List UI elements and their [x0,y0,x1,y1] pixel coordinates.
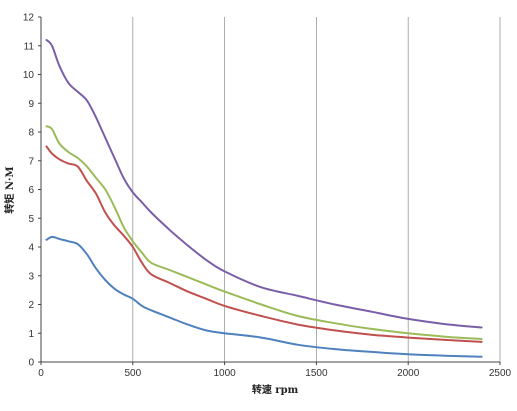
y-tick-label: 6 [28,185,34,196]
y-tick-label: 8 [28,128,34,139]
x-tick-label: 1500 [305,368,328,379]
series-line-4 [45,235,483,358]
y-tick-label: 9 [28,99,34,110]
x-tick-labels: 0 500 1000 1500 2000 2500 [38,368,511,379]
y-tick-label: 12 [23,13,35,24]
x-tick-label: 2000 [397,368,420,379]
y-axis-title: 转矩 N·M [3,166,16,213]
x-tick-label: 2500 [489,368,512,379]
y-tick-label: 7 [28,156,34,167]
y-tick-label: 10 [23,70,35,81]
grid-lines [132,17,501,362]
series-line-3 [45,145,483,343]
y-tick-label: 0 [28,358,34,369]
x-tick-label: 500 [124,368,141,379]
y-tick-label: 5 [28,214,34,225]
y-tick-label: 4 [28,243,34,254]
y-tick-label: 2 [28,300,34,311]
axes [38,16,501,365]
y-tick-label: 11 [24,41,35,52]
series-line-1 [45,39,483,329]
y-tick-label: 1 [28,329,34,340]
series-line-2 [45,125,483,340]
y-tick-label: 3 [28,271,34,282]
x-tick-label: 1000 [213,368,236,379]
x-tick-label: 0 [38,368,44,379]
series-lines [45,39,483,358]
x-axis-title: 转速 rpm [252,383,299,396]
